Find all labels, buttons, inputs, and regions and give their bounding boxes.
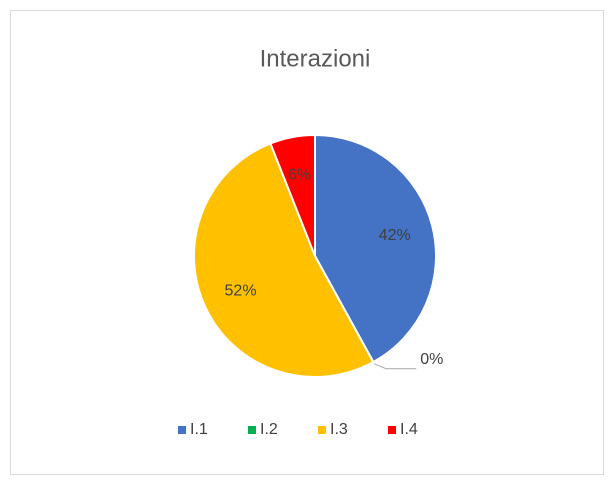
legend-label: I.4 — [400, 421, 418, 438]
data-label: 6% — [288, 166, 311, 183]
legend-label: I.1 — [190, 421, 208, 438]
leader-line — [374, 363, 417, 370]
pie-slice — [314, 133, 437, 364]
legend-swatch — [318, 426, 326, 434]
data-label: 0% — [420, 351, 443, 368]
chart-title: Interazioni — [260, 45, 371, 72]
legend-swatch — [178, 426, 186, 434]
legend-swatch — [388, 426, 396, 434]
legend-label: I.2 — [260, 421, 278, 438]
legend-label: I.3 — [330, 421, 348, 438]
data-label: 42% — [379, 227, 411, 244]
pie-slice — [269, 133, 316, 257]
pie-slice — [193, 142, 375, 378]
legend-swatch — [248, 426, 256, 434]
data-label: 52% — [225, 282, 257, 299]
